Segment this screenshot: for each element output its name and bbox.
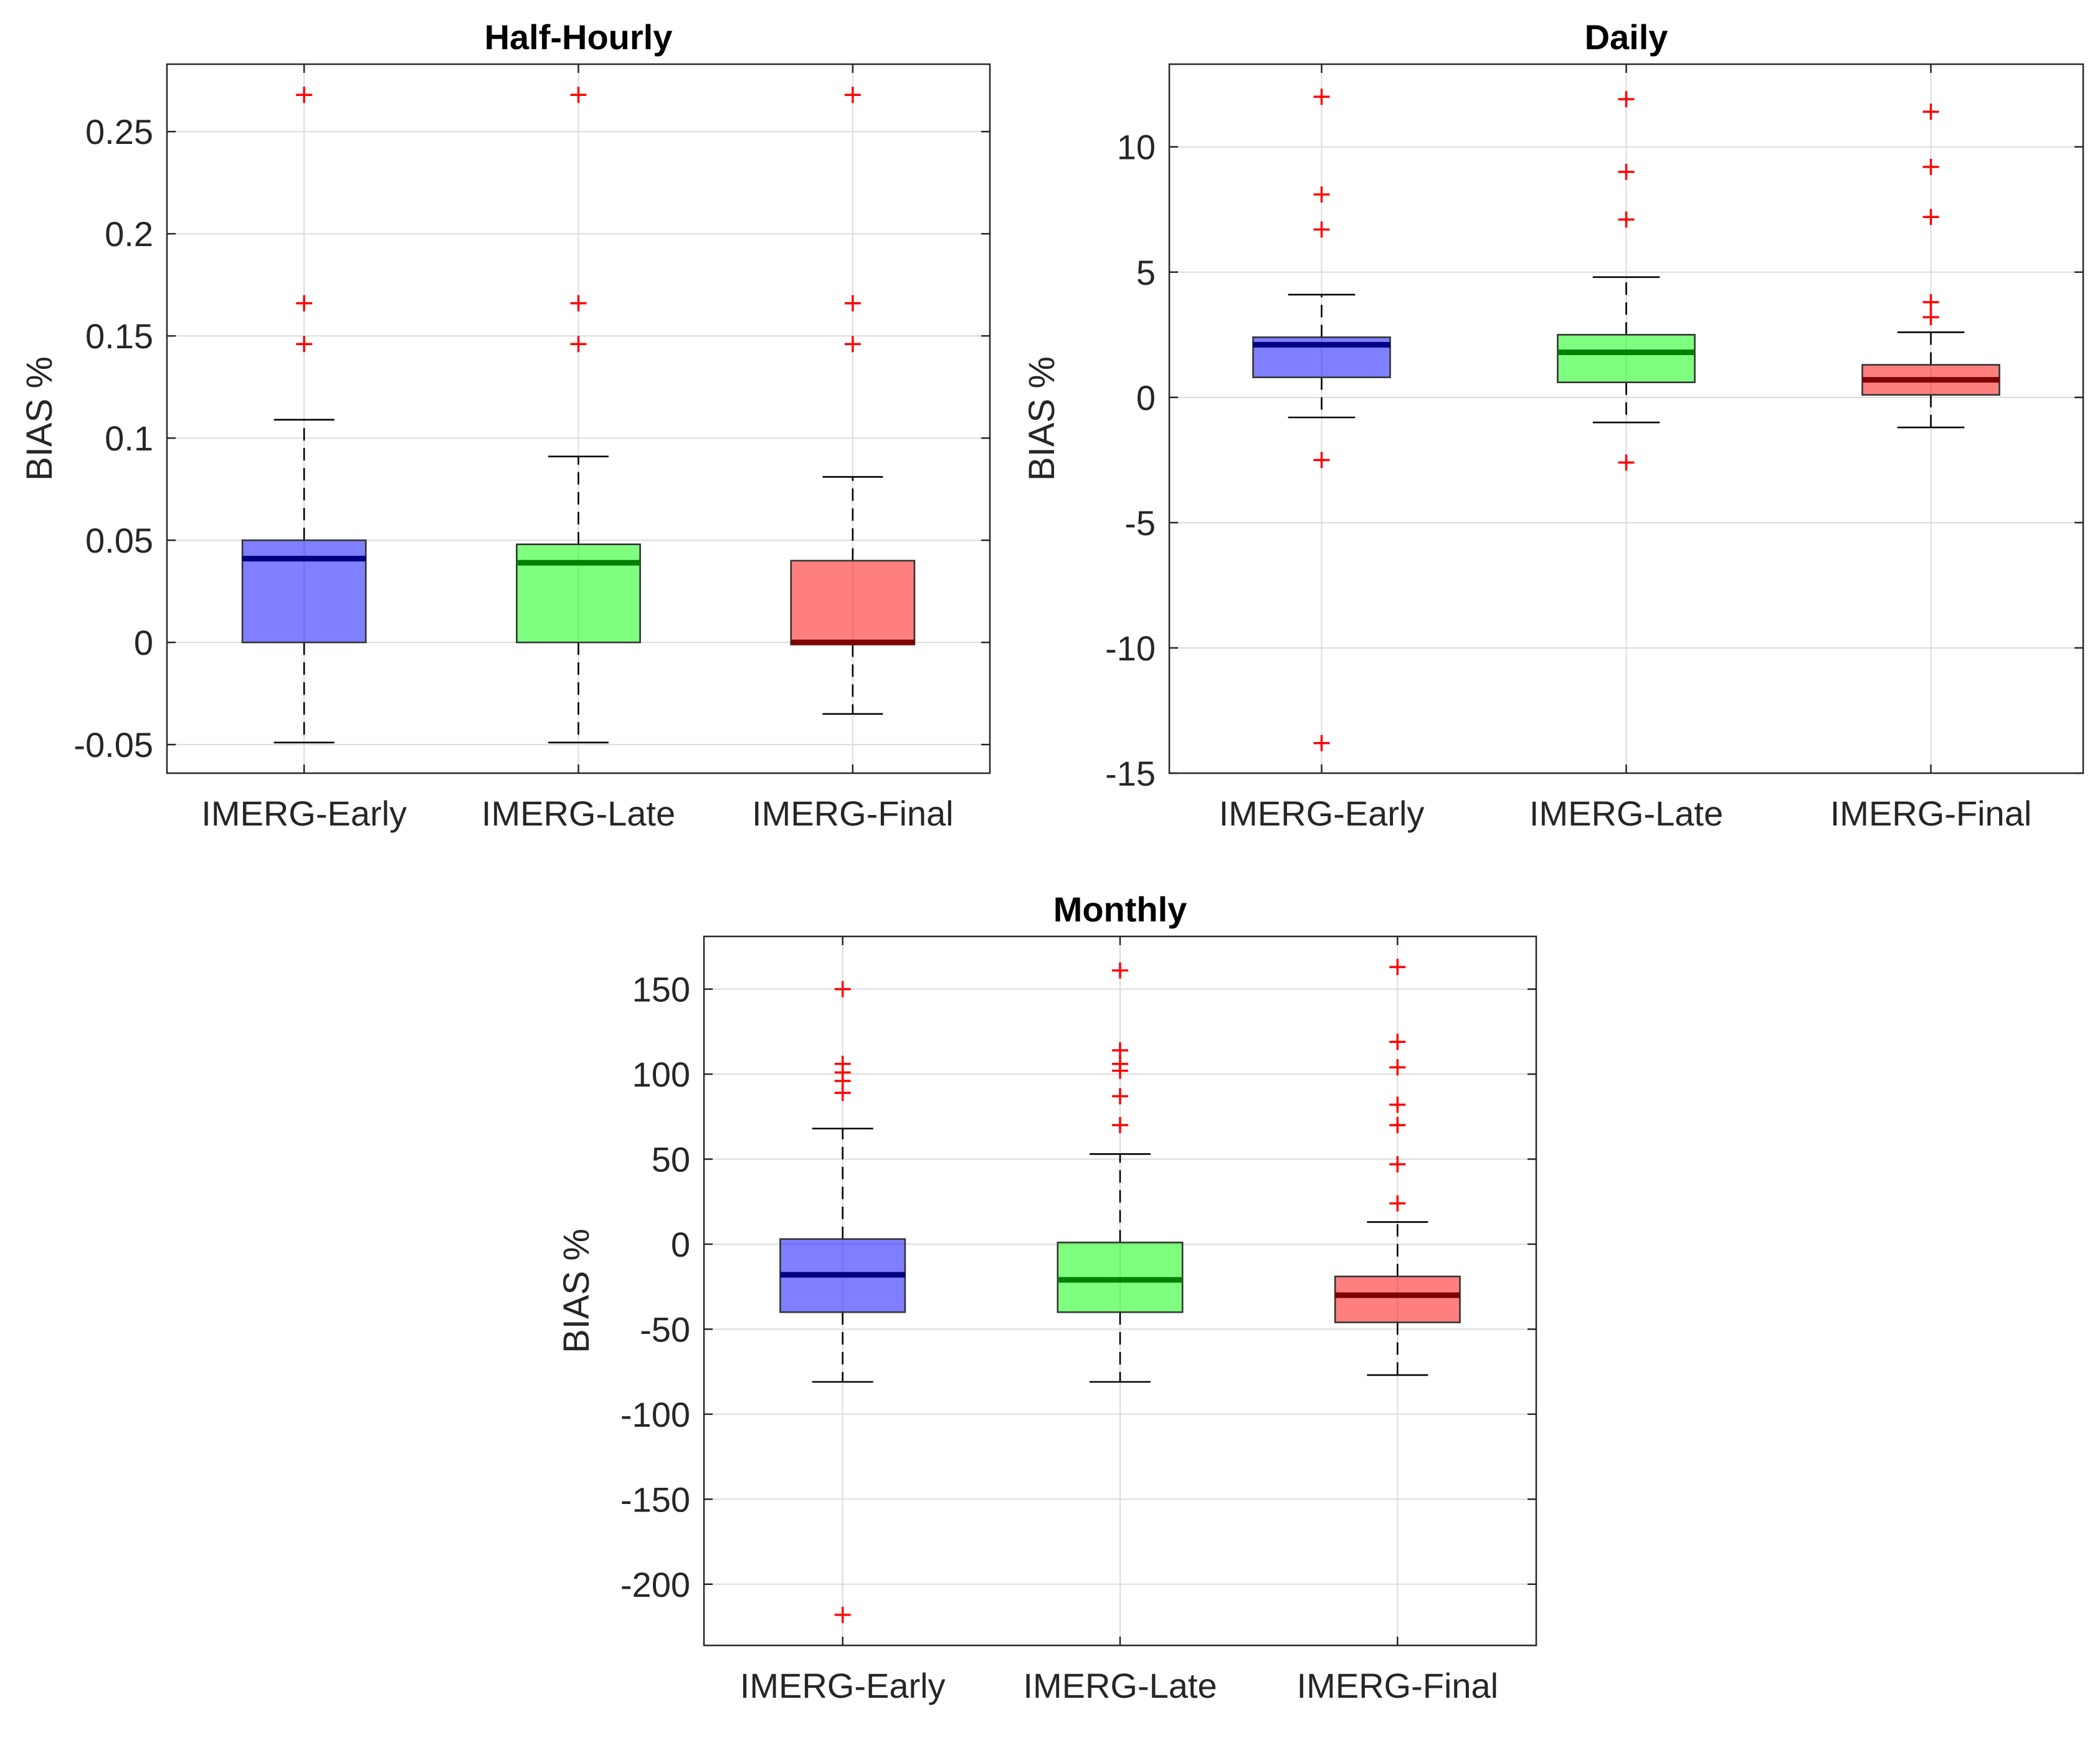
x-tick-label: IMERG-Early	[201, 794, 407, 833]
outlier-marker	[1313, 186, 1330, 203]
outlier-marker	[1389, 1059, 1406, 1076]
x-tick-label: IMERG-Early	[1219, 794, 1425, 833]
outlier-marker	[1389, 1156, 1406, 1173]
x-tick-label: IMERG-Late	[1529, 794, 1723, 833]
box-imerg-late	[1557, 333, 1696, 383]
outlier-marker	[1389, 1116, 1406, 1133]
outlier-marker	[1313, 88, 1330, 105]
panel-monthly: -200 -150 -100 -50 0 50 100 150 IMERG-Early IMERG…	[556, 890, 1537, 1705]
y-tick-label: 10	[1117, 128, 1156, 167]
y-tick-label: 150	[632, 970, 690, 1009]
x-tick-label: IMERG-Final	[752, 794, 954, 833]
x-tick-label: IMERG-Early	[740, 1666, 946, 1705]
outlier-marker	[1922, 103, 1939, 120]
box-imerg-late	[516, 543, 641, 644]
x-tick-label: IMERG-Late	[482, 794, 675, 833]
outlier-marker	[1112, 1116, 1128, 1133]
y-tick-label: -200	[620, 1565, 690, 1604]
outlier-marker	[1389, 959, 1406, 976]
outlier-marker	[1112, 1088, 1128, 1105]
y-tick-label: 0.2	[105, 214, 153, 254]
outlier-marker	[296, 87, 313, 103]
outlier-marker	[834, 1055, 851, 1072]
outlier-marker	[1618, 211, 1635, 228]
outlier-marker	[570, 336, 587, 353]
outlier-marker	[844, 295, 861, 312]
y-tick-label: 0.1	[105, 419, 153, 458]
y-tick-label: 0.05	[85, 521, 153, 560]
y-tick-label: 0.25	[85, 112, 153, 151]
outlier-marker	[1313, 452, 1330, 469]
y-tick-label: 0	[134, 623, 153, 662]
box-imerg-final	[790, 559, 916, 645]
outlier-marker	[570, 87, 587, 103]
y-axis-label: BIAS %	[19, 356, 60, 481]
outlier-marker	[1389, 1034, 1406, 1050]
outlier-marker	[1922, 209, 1939, 226]
y-tick-label: -50	[640, 1310, 690, 1349]
y-tick-label: 100	[632, 1055, 690, 1094]
outlier-marker	[570, 295, 587, 312]
outlier-marker	[1389, 1097, 1406, 1113]
y-tick-label: 0	[1136, 378, 1156, 417]
outlier-marker	[296, 295, 313, 312]
outlier-marker	[1313, 221, 1330, 238]
outlier-marker	[844, 336, 861, 353]
y-tick-label: -0.05	[74, 725, 153, 764]
box-imerg-early	[241, 539, 367, 644]
panel-daily: -15 -10 -5 0 5 10 IMERG-Early IMERG-Late IMERG-F…	[1022, 17, 2084, 833]
x-tick-label: IMERG-Late	[1023, 1666, 1217, 1705]
y-tick-label: 50	[652, 1140, 690, 1179]
outlier-marker	[1618, 454, 1635, 471]
outlier-marker	[1112, 962, 1128, 979]
y-tick-label: 0.15	[85, 316, 153, 356]
outlier-marker	[1618, 91, 1635, 108]
box-imerg-final	[1334, 1275, 1461, 1323]
y-tick-label: -150	[620, 1480, 690, 1519]
outlier-marker	[844, 87, 861, 103]
chart-title: Half-Hourly	[485, 17, 673, 57]
outlier-marker	[1618, 163, 1635, 180]
y-tick-label: -15	[1105, 754, 1156, 793]
y-tick-label: 5	[1136, 253, 1156, 292]
outlier-marker	[1112, 1042, 1128, 1059]
outlier-marker	[1313, 735, 1330, 751]
outlier-marker	[1112, 1055, 1128, 1072]
x-tick-label: IMERG-Final	[1297, 1666, 1499, 1705]
y-tick-label: -5	[1124, 503, 1156, 543]
outlier-marker	[834, 1606, 851, 1623]
outlier-marker	[834, 981, 851, 997]
y-tick-label: -100	[620, 1395, 690, 1434]
y-axis-label: BIAS %	[556, 1229, 597, 1353]
chart-title: Daily	[1585, 17, 1668, 57]
y-tick-label: -10	[1105, 629, 1156, 668]
panel-half-hourly: -0.05 0 0.05 0.1 0.15 0.2 0.25 IMERG-Early IMERG…	[19, 17, 991, 833]
outlier-marker	[1922, 158, 1939, 175]
x-tick-label: IMERG-Final	[1830, 794, 2032, 833]
y-tick-label: 0	[671, 1225, 690, 1264]
outlier-marker	[1922, 309, 1939, 326]
outlier-marker	[296, 336, 313, 353]
y-axis-label: BIAS %	[1022, 356, 1062, 481]
outlier-marker	[1922, 294, 1939, 311]
outlier-marker	[1389, 1195, 1406, 1212]
chart-title: Monthly	[1053, 890, 1187, 929]
